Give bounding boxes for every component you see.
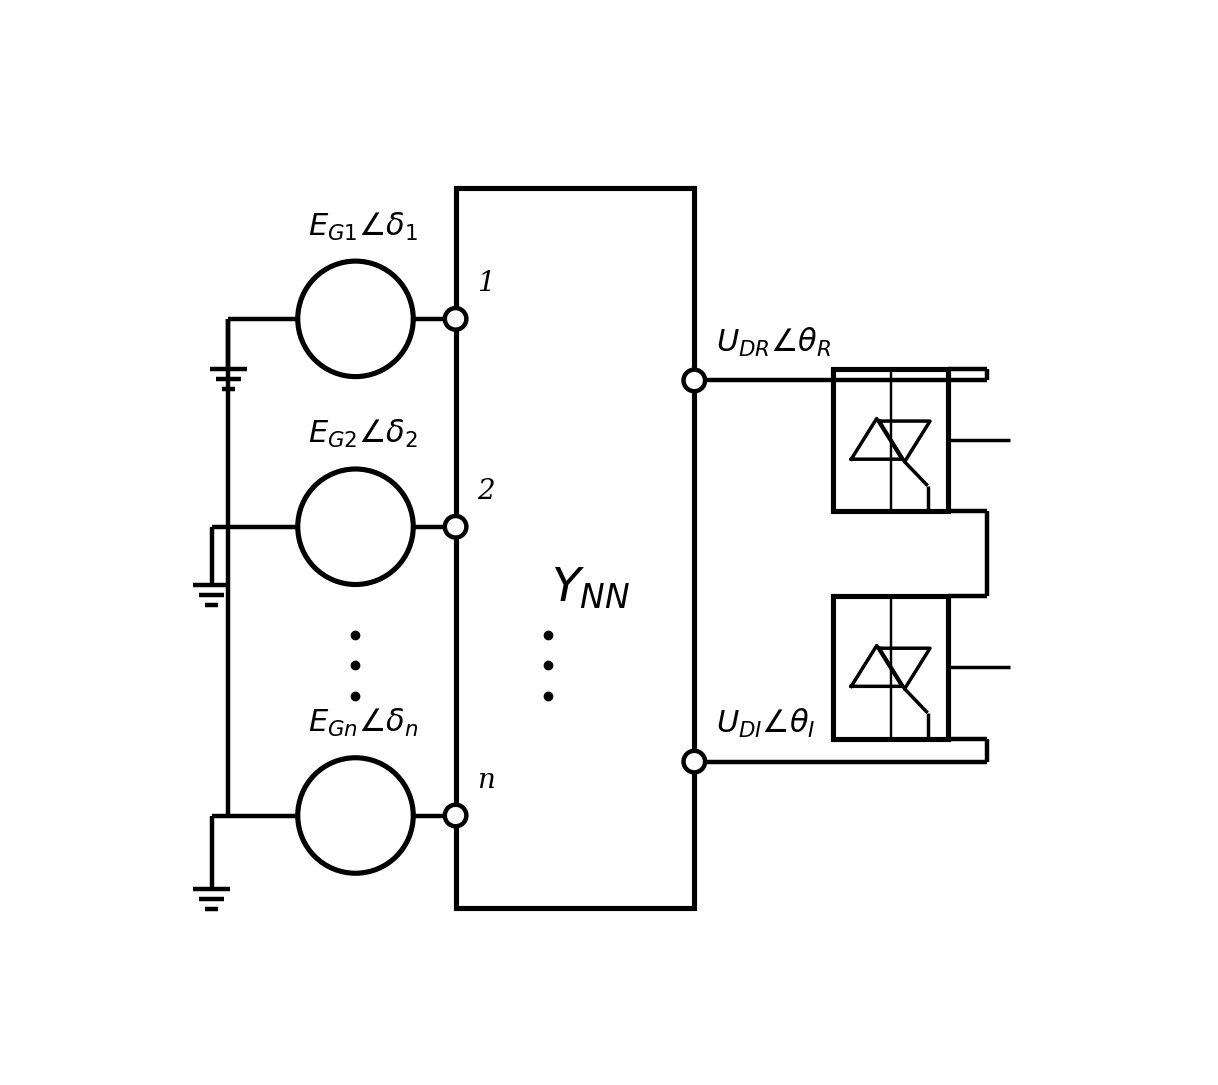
- Text: $U_{DR}\angle\theta_R$: $U_{DR}\angle\theta_R$: [716, 326, 831, 359]
- Bar: [833, 596, 949, 739]
- Text: 1: 1: [477, 270, 495, 297]
- Text: 2: 2: [477, 478, 495, 506]
- Text: $Y_{NN}$: $Y_{NN}$: [551, 565, 630, 611]
- Text: $U_{DI}\angle\theta_I$: $U_{DI}\angle\theta_I$: [716, 707, 816, 740]
- Circle shape: [445, 516, 466, 537]
- Bar: [456, 188, 694, 908]
- Bar: [833, 369, 949, 511]
- Circle shape: [445, 805, 466, 827]
- Circle shape: [683, 370, 705, 392]
- Circle shape: [445, 308, 466, 330]
- Text: $E_{G2}\angle\delta_2$: $E_{G2}\angle\delta_2$: [308, 419, 418, 450]
- Text: n: n: [477, 767, 495, 794]
- Text: $E_{G1}\angle\delta_1$: $E_{G1}\angle\delta_1$: [308, 210, 418, 243]
- Circle shape: [683, 751, 705, 773]
- Text: $E_{Gn}\angle\delta_n$: $E_{Gn}\angle\delta_n$: [308, 707, 418, 739]
